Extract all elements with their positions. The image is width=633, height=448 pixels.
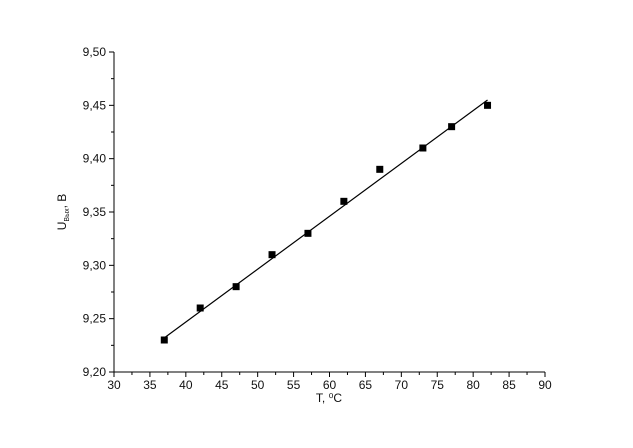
x-tick-label: 30	[107, 378, 121, 392]
x-tick-label: 60	[323, 378, 337, 392]
y-tick-label: 9,30	[83, 258, 107, 272]
y-axis-label-main: U	[55, 222, 69, 231]
y-axis-label-sub: Вых	[64, 208, 71, 222]
x-axis-label: T, ⁰C	[316, 391, 342, 405]
data-point	[376, 165, 384, 173]
x-tick-label: 85	[502, 378, 516, 392]
x-tick-label: 90	[538, 378, 552, 392]
data-point	[232, 283, 240, 291]
data-point	[419, 144, 427, 152]
fit-line	[163, 99, 488, 339]
y-tick-label: 9,20	[83, 365, 107, 379]
data-point	[448, 123, 456, 131]
y-tick-label: 9,35	[83, 205, 107, 219]
data-point	[484, 101, 492, 109]
x-tick-label: 80	[466, 378, 480, 392]
y-axis-label: UВых, В	[55, 194, 71, 231]
y-tick-label: 9,50	[83, 45, 107, 59]
x-tick-label: 40	[179, 378, 193, 392]
x-tick-label: 70	[395, 378, 409, 392]
x-tick-label: 55	[287, 378, 301, 392]
x-tick-label: 75	[431, 378, 445, 392]
data-point	[196, 304, 204, 312]
y-tick-label: 9,25	[83, 312, 107, 326]
x-tick-label: 35	[143, 378, 157, 392]
data-point	[340, 197, 348, 205]
x-tick-label: 45	[215, 378, 229, 392]
y-axis-label-unit: , В	[55, 194, 69, 209]
x-tick-label: 50	[251, 378, 265, 392]
y-tick-label: 9,45	[83, 98, 107, 112]
y-tick-label: 9,40	[83, 152, 107, 166]
x-tick-label: 65	[359, 378, 373, 392]
data-point	[160, 336, 168, 344]
data-point	[304, 229, 312, 237]
data-points	[160, 101, 492, 344]
data-point	[268, 251, 276, 259]
axes: 30 35 40 45 50 55 60 65 70 75 80 85 90 9,20 9,25 9,30 9,…	[83, 45, 552, 392]
fit-line-group	[163, 99, 488, 339]
